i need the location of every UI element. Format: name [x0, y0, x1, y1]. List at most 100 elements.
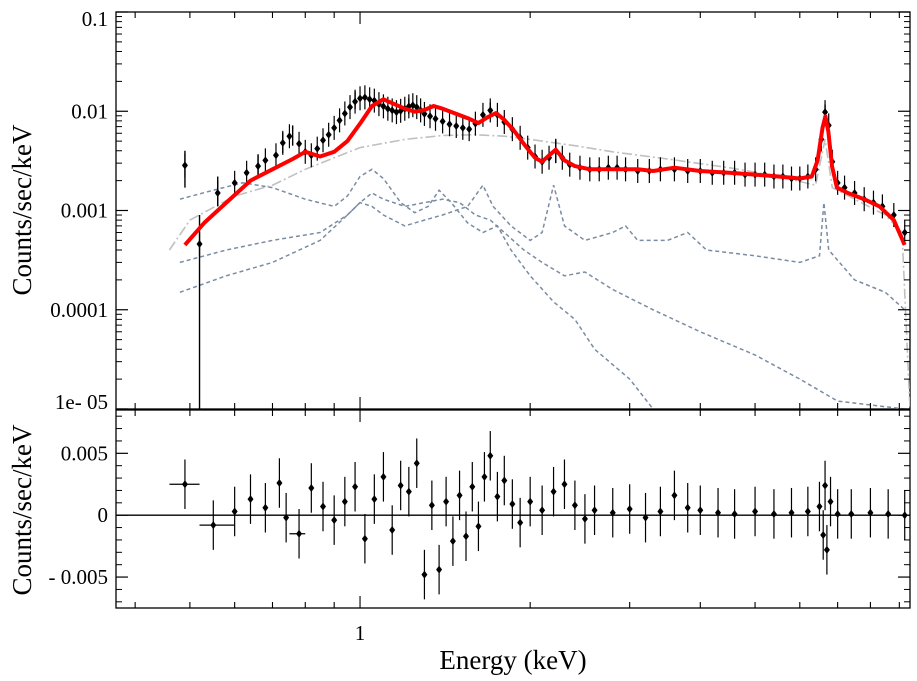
data-point-46	[487, 106, 494, 115]
residual-point-43	[626, 505, 633, 513]
residual-point-51	[752, 507, 759, 516]
residual-point-45	[657, 507, 664, 516]
residual-point-20	[421, 570, 428, 579]
data-point-40	[446, 120, 453, 129]
residual-point-17	[397, 481, 404, 490]
data-point-3	[231, 178, 238, 187]
spectrum-x-ticks	[134, 12, 900, 409]
data-point-13	[314, 144, 321, 153]
residual-point-30	[487, 451, 494, 460]
residual-point-3	[247, 495, 254, 504]
spectrum-y-axis-label: Counts/sec/keV	[7, 124, 37, 295]
residual-point-32	[501, 476, 508, 485]
data-point-4	[243, 168, 250, 177]
data-point-20	[352, 97, 359, 106]
residual-point-16	[389, 526, 396, 535]
residual-point-60	[834, 509, 841, 518]
residual-point-33	[509, 500, 516, 509]
model-component-line-3	[179, 183, 906, 311]
y-tick-label-4: 1e- 05	[55, 390, 108, 414]
residual-point-50	[731, 509, 738, 518]
residual-point-26	[463, 532, 470, 541]
data-point-2	[214, 189, 221, 198]
residual-point-47	[684, 503, 691, 512]
residual-point-48	[697, 506, 704, 515]
residual-point-56	[820, 530, 827, 539]
residual-point-41	[591, 506, 598, 515]
residual-data-points	[169, 431, 908, 600]
spectrum-panel-frame	[115, 11, 911, 410]
data-point-26	[380, 102, 387, 111]
data-point-83	[822, 108, 829, 117]
data-point-29	[393, 108, 400, 117]
residual-y-tick-label-0: 0.005	[61, 441, 108, 465]
continuum-component-line	[168, 133, 910, 409]
data-point-39	[439, 117, 446, 126]
residual-point-7	[296, 529, 303, 538]
residual-point-38	[561, 480, 568, 489]
y-tick-label-3: 0.0001	[50, 298, 108, 322]
residual-point-36	[539, 506, 546, 515]
residual-y-axis-label: Counts/sec/keV	[7, 424, 37, 595]
residual-point-8	[308, 483, 315, 492]
data-point-5	[255, 162, 262, 171]
data-point-9	[286, 132, 293, 141]
residual-point-49	[715, 508, 722, 517]
residual-point-35	[527, 497, 534, 506]
residual-point-5	[276, 479, 283, 488]
residual-point-62	[867, 508, 874, 517]
residual-y-ticks: 0.005 0 - 0.005	[49, 415, 910, 603]
residual-point-9	[320, 502, 327, 511]
y-tick-label-2: 0.001	[61, 199, 108, 223]
residual-point-37	[550, 487, 557, 496]
residual-point-46	[671, 491, 678, 500]
data-point-37	[427, 112, 434, 121]
data-point-7	[272, 151, 279, 160]
residual-point-10	[331, 516, 338, 525]
data-point-0	[181, 161, 188, 170]
data-point-8	[279, 138, 286, 147]
residual-panel-frame	[115, 409, 911, 609]
residual-point-11	[341, 497, 348, 506]
y-tick-label-0: 0.1	[82, 7, 108, 31]
residual-point-21	[428, 501, 435, 510]
model-component-line-2	[179, 192, 905, 409]
residual-point-63	[885, 509, 892, 518]
residual-x-ticks: 1	[134, 410, 900, 645]
data-point-1	[196, 239, 203, 248]
residual-point-58	[823, 545, 830, 554]
data-point-21	[357, 94, 364, 103]
residual-point-23	[443, 497, 450, 506]
residual-point-29	[481, 472, 488, 481]
model-component-line-1	[179, 168, 654, 409]
residual-point-52	[770, 509, 777, 518]
total-model-curve	[183, 97, 907, 247]
data-point-41	[453, 122, 460, 131]
residual-point-22	[436, 565, 443, 574]
residual-point-18	[405, 487, 412, 496]
data-point-18	[341, 109, 348, 118]
residual-point-12	[352, 482, 359, 491]
residual-point-24	[449, 537, 456, 546]
residual-point-13	[361, 534, 368, 543]
residual-point-61	[848, 509, 855, 518]
data-point-14	[320, 136, 327, 145]
x-axis-label: Energy (keV)	[439, 645, 586, 675]
residual-point-55	[816, 502, 823, 511]
data-point-23	[366, 95, 373, 104]
residual-point-34	[517, 518, 524, 527]
data-point-27	[384, 104, 391, 113]
data-point-10	[296, 139, 303, 148]
residual-y-tick-label-2: - 0.005	[49, 565, 109, 589]
residual-point-19	[413, 459, 420, 468]
residual-point-59	[827, 497, 834, 506]
residual-point-1	[210, 521, 217, 530]
residual-point-2	[231, 507, 238, 516]
data-point-42	[459, 123, 466, 132]
data-point-19	[347, 103, 354, 112]
data-point-17	[336, 116, 343, 125]
residual-point-57	[822, 481, 829, 490]
residual-point-14	[371, 495, 378, 504]
residual-y-tick-label-1: 0	[98, 503, 109, 527]
